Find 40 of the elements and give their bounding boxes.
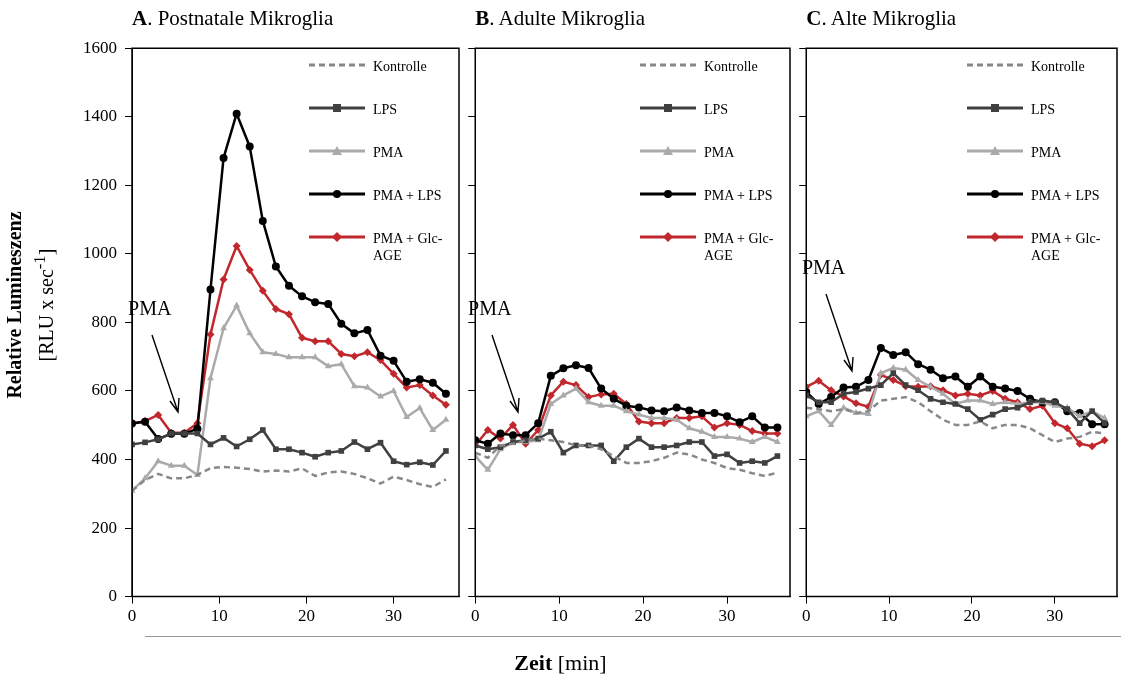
x-tick-label: 0 [127, 606, 137, 626]
legend-label: PMA + Glc-AGE [373, 230, 444, 265]
legend-label: LPS [704, 101, 729, 119]
legend-label: PMA + LPS [373, 187, 442, 205]
x-tick-label: 0 [802, 606, 811, 626]
x-tick-label: 30 [718, 606, 736, 626]
legend-label: PMA + LPS [1031, 187, 1100, 205]
legend-label: PMA + LPS [704, 187, 773, 205]
y-tick-label: 600 [91, 380, 117, 400]
legend-label: LPS [1031, 101, 1056, 119]
legend-label: PMA [373, 144, 404, 162]
x-tick-label: 0 [471, 606, 480, 626]
y-tick-label: 1000 [83, 243, 117, 263]
chart-title: A. Postnatale Mikroglia [132, 6, 334, 31]
legend-label: Kontrolle [1031, 58, 1085, 76]
x-tick-label: 30 [385, 606, 403, 626]
x-tick-label: 20 [634, 606, 652, 626]
y-tick-label: 1200 [83, 174, 117, 194]
legend-label: PMA [1031, 144, 1062, 162]
legend-label: PMA + Glc-AGE [1031, 230, 1102, 265]
x-axis-title: Zeit [min] [514, 650, 607, 675]
y-tick-label: 200 [91, 517, 117, 537]
legend-label: Kontrolle [373, 58, 427, 76]
y-tick-label: 0 [108, 586, 117, 606]
legend-label: PMA + Glc-AGE [704, 230, 775, 265]
x-tick-label: 20 [297, 606, 315, 626]
y-tick-label: 1600 [83, 37, 117, 57]
legend-label: Kontrolle [704, 58, 758, 76]
legend-label: PMA [704, 144, 735, 162]
y-tick-label: 400 [91, 448, 117, 468]
legend-label: LPS [373, 101, 398, 119]
x-tick-label: 30 [1046, 606, 1064, 626]
y-tick-label: 800 [91, 311, 117, 331]
x-tick-label: 20 [963, 606, 981, 626]
chart-title: B. Adulte Mikroglia [475, 6, 646, 31]
x-tick-label: 10 [550, 606, 568, 626]
x-tick-label: 10 [210, 606, 228, 626]
chart-title: C. Alte Mikroglia [806, 6, 957, 31]
y-tick-label: 1400 [83, 106, 117, 126]
x-tick-label: 10 [880, 606, 898, 626]
